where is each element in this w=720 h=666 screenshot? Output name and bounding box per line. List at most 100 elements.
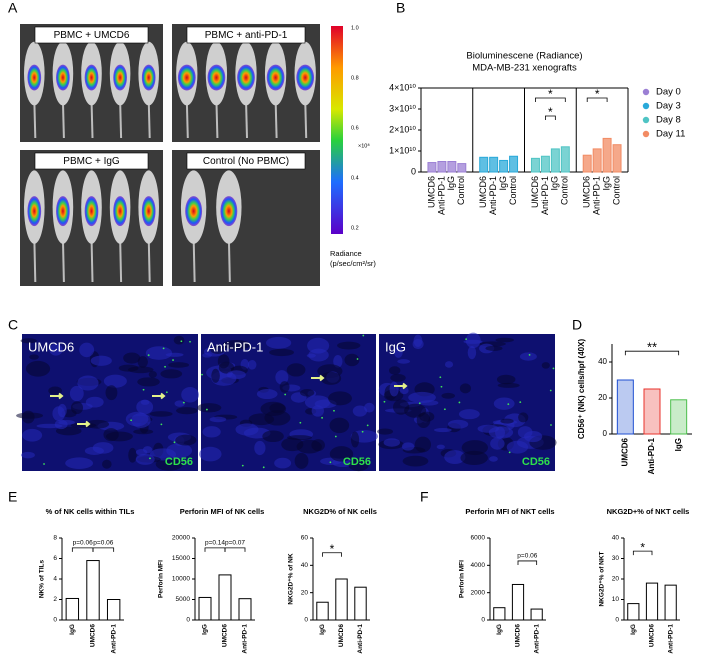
bar <box>540 155 550 173</box>
bar <box>447 161 457 173</box>
mouse-tail <box>304 99 308 139</box>
bar <box>499 159 509 173</box>
tissue-texture <box>148 370 157 378</box>
tissue-texture <box>123 352 141 364</box>
bar <box>489 156 499 173</box>
panel-letter: C <box>8 317 18 333</box>
tissue-texture <box>265 336 292 349</box>
tissue-texture <box>247 359 257 370</box>
tissue-texture <box>344 353 360 367</box>
cd56-signal <box>205 408 208 411</box>
tissue-texture <box>488 426 514 439</box>
y-tick-label: 4 <box>53 576 57 583</box>
tissue-texture <box>329 446 354 462</box>
significance-label: p=0.06 <box>517 553 537 560</box>
tissue-texture <box>136 399 154 415</box>
signal <box>185 196 203 227</box>
mouse-tail <box>119 99 123 139</box>
cd56-signal <box>172 359 174 361</box>
tissue-texture <box>377 428 394 435</box>
x-tick-label: Anti-PD-1 <box>242 624 249 654</box>
x-tick-label: Control <box>508 176 518 205</box>
tissue-texture <box>444 361 454 368</box>
significance-label: ** <box>647 340 657 355</box>
tissue-texture <box>333 355 343 368</box>
tissue-texture <box>350 431 360 448</box>
micrograph <box>196 334 378 472</box>
y-tick-label: 40 <box>612 535 620 542</box>
tissue-texture <box>226 370 246 380</box>
mouse-tail <box>61 237 65 283</box>
tissue-texture <box>222 339 251 350</box>
arrow <box>152 392 166 400</box>
image-label-box <box>34 26 149 44</box>
legend-label: Day 8 <box>656 115 681 126</box>
bar <box>65 597 80 621</box>
micrograph-label: Anti-PD-1 <box>207 339 263 354</box>
bar <box>316 601 329 621</box>
mouse-tail <box>33 237 37 283</box>
y-tick-label: 5000 <box>176 596 191 603</box>
y-tick-label: 60 <box>301 535 309 542</box>
cd56-signal <box>440 385 443 388</box>
mouse-tail <box>245 99 248 139</box>
x-tick-label: IgG <box>69 624 76 635</box>
bar <box>530 157 540 173</box>
tissue-texture <box>84 446 104 455</box>
tissue-texture <box>175 434 197 446</box>
mouse-tail <box>90 99 94 139</box>
y-tick-label: 20000 <box>172 535 190 542</box>
x-tick-label: IgG <box>674 438 683 451</box>
legend-label: Day 3 <box>656 101 681 112</box>
x-tick-label: IgG <box>496 624 503 635</box>
cd56-signal <box>284 393 287 396</box>
x-tick-label: IgG <box>446 176 456 191</box>
x-tick-label: UMCD6 <box>90 624 97 647</box>
x-tick-label: Anti-PD-1 <box>436 176 446 215</box>
significance-label: * <box>640 540 645 554</box>
cd56-signal <box>160 423 163 426</box>
tissue-texture <box>394 347 403 358</box>
tissue-texture <box>202 426 221 438</box>
y-tick-label: 40 <box>598 357 607 366</box>
bar <box>238 598 252 621</box>
cd56-signal <box>165 391 168 394</box>
tissue-texture <box>461 440 488 456</box>
tissue-texture <box>518 412 529 423</box>
mouse-tail <box>274 99 278 139</box>
chart-title: Perforin MFI of NKT cells <box>465 507 554 516</box>
signal <box>113 196 127 227</box>
legend-marker <box>642 130 650 138</box>
tissue-texture <box>137 356 148 368</box>
x-tick-label: IgG <box>202 624 209 635</box>
tissue-texture <box>307 337 330 354</box>
panel-letter: E <box>8 489 17 505</box>
tissue-texture <box>495 337 514 343</box>
cd56-signal <box>329 461 332 464</box>
micrograph-label: IgG <box>385 339 406 354</box>
bar <box>530 608 543 621</box>
cd56-signal <box>164 365 166 368</box>
chart-subtitle: MDA-MB-231 xenografts <box>472 63 577 74</box>
chart-title: NKG2D% of NK cells <box>303 507 377 516</box>
tissue-texture <box>168 362 190 368</box>
x-tick-label: IgG <box>630 624 637 635</box>
tissue-texture <box>133 429 154 435</box>
bar <box>218 574 232 621</box>
colorbar-multiplier: ×10⁸ <box>358 142 370 149</box>
tissue-texture <box>20 338 37 344</box>
x-tick-label: Anti-PD-1 <box>667 624 674 654</box>
signal <box>207 64 226 91</box>
tissue-texture <box>211 368 220 383</box>
y-tick-label: 0 <box>603 429 608 438</box>
significance-bracket <box>224 547 246 552</box>
cd56-signal <box>443 408 446 411</box>
bar <box>493 607 506 621</box>
tissue-texture <box>69 385 84 402</box>
tissue-texture <box>304 395 331 410</box>
bar <box>627 603 640 621</box>
bar <box>592 148 602 173</box>
bar <box>602 137 612 173</box>
tissue-texture <box>103 374 127 388</box>
tissue-texture <box>408 391 436 404</box>
